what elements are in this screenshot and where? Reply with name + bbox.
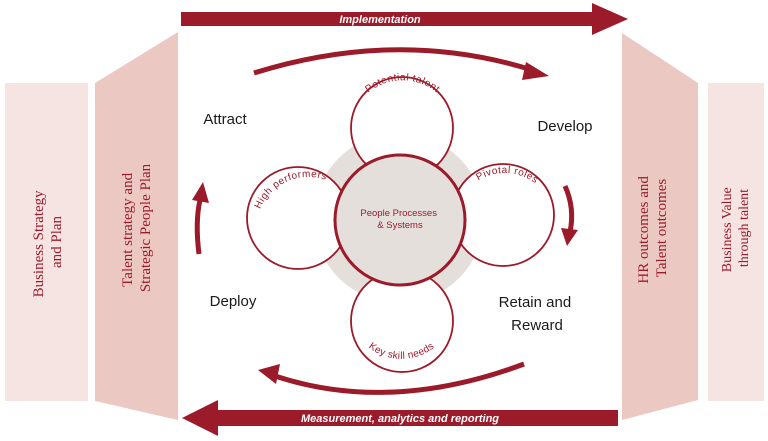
deploy-label: Deploy	[210, 293, 257, 310]
cycle-arrowhead-bottom	[258, 364, 280, 384]
retain-reward-label: Retain and Reward	[499, 294, 576, 334]
business-strategy-label: Business Strategy and Plan	[31, 187, 65, 298]
business-strategy-panel	[5, 83, 88, 401]
cycle-arrowhead-right	[561, 228, 578, 246]
implementation-arrow: Implementation	[181, 3, 628, 35]
business-value-panel	[708, 83, 764, 401]
attract-label: Attract	[203, 111, 247, 128]
cycle-arrow-left	[194, 199, 203, 255]
circle-center	[333, 153, 467, 287]
circle-right	[451, 163, 555, 267]
talent-strategy-label: Talent strategy and Strategic People Pla…	[120, 163, 154, 292]
talent-strategy-panel	[95, 32, 178, 420]
measurement-arrow: Measurement, analytics and reporting	[182, 400, 618, 436]
business-value-label: Business Value through talent	[720, 184, 752, 272]
cycle-arrow-bottom	[274, 361, 525, 395]
hr-outcomes-panel	[622, 33, 698, 420]
develop-label: Develop	[537, 118, 592, 135]
cycle-arrow-right	[562, 184, 575, 233]
center-label: People Processes & Systems	[360, 208, 439, 231]
implementation-label: Implementation	[339, 14, 421, 26]
cycle-arrow-top	[253, 47, 533, 76]
people-circles: People Processes & Systems Potential tal…	[246, 72, 555, 373]
right-panels: HR outcomes and Talent outcomes Business…	[622, 33, 764, 420]
hr-outcomes-label: HR outcomes and Talent outcomes	[636, 172, 670, 283]
cycle-arrowhead-left	[192, 182, 209, 203]
cycle-arrowhead-top	[522, 62, 549, 80]
measurement-label: Measurement, analytics and reporting	[301, 413, 499, 425]
cycle-arrows	[192, 47, 578, 395]
left-panels: Business Strategy and Plan Talent strate…	[5, 32, 178, 420]
